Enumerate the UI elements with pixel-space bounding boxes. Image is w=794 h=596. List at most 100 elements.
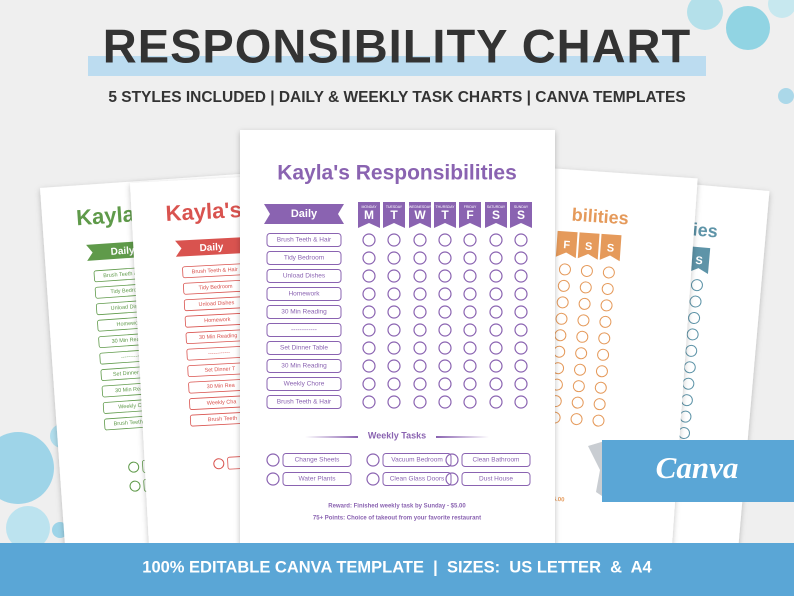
- checkbox: [575, 347, 588, 360]
- checkbox: [129, 480, 141, 492]
- checkbox: [362, 287, 376, 301]
- label: S: [585, 241, 593, 253]
- label: ------------: [121, 353, 144, 361]
- label: S: [695, 255, 703, 268]
- label: 30 Min Reading: [115, 386, 154, 395]
- label: F: [563, 239, 571, 251]
- task-box: [382, 472, 452, 486]
- checkbox: [362, 395, 376, 409]
- checkbox: [489, 359, 503, 373]
- label: ------------: [208, 350, 230, 357]
- checkbox: [213, 458, 225, 470]
- label: Brush Teeth & Hair: [277, 237, 332, 244]
- checkbox: [413, 359, 427, 373]
- checkbox: [413, 251, 427, 265]
- checkbox: [577, 314, 590, 327]
- checkbox: [463, 251, 477, 265]
- label: FRIDAY: [464, 205, 477, 209]
- label: Clean Glass Doors: [390, 476, 445, 483]
- checkbox: [387, 305, 401, 319]
- label: Kayla's Responsibilities: [277, 162, 517, 185]
- day-flag: [383, 202, 405, 228]
- label: Kayla: [75, 201, 136, 230]
- checkbox: [362, 233, 376, 247]
- checkbox: [601, 282, 614, 295]
- task-box: [282, 472, 352, 486]
- checkbox: [489, 323, 503, 337]
- day-flag: [358, 202, 380, 228]
- checkbox: [463, 323, 477, 337]
- checkbox: [463, 395, 477, 409]
- footer-band: [0, 543, 794, 596]
- label: S: [517, 208, 525, 222]
- label: Weekly Chore: [118, 402, 153, 410]
- label: Homework: [288, 291, 320, 298]
- label: 30 Min Reading: [199, 333, 238, 341]
- checkbox: [438, 377, 452, 391]
- label: Homework: [116, 320, 143, 328]
- checkbox: [438, 251, 452, 265]
- checkbox: [387, 377, 401, 391]
- label: S: [606, 242, 614, 254]
- task-box: [266, 377, 342, 391]
- decor-bubble: [0, 432, 54, 504]
- label: SUNDAY: [514, 205, 529, 209]
- checkbox: [514, 341, 528, 355]
- checkbox: [128, 461, 140, 473]
- checkbox: [514, 269, 528, 283]
- checkbox: [438, 287, 452, 301]
- checkbox: [362, 377, 376, 391]
- task-box: [282, 453, 352, 467]
- label: Unload Dishes: [110, 303, 146, 311]
- checkbox: [413, 323, 427, 337]
- checkbox: [571, 396, 584, 409]
- checkbox: [438, 359, 452, 373]
- checkbox: [438, 305, 452, 319]
- task-box: [266, 287, 342, 301]
- divider: [305, 436, 358, 438]
- label: Weekly Cha: [207, 399, 238, 407]
- checkbox: [579, 281, 592, 294]
- checkbox: [690, 279, 703, 292]
- label: Brush Teeth & Hair: [277, 399, 332, 406]
- checkbox: [489, 287, 503, 301]
- checkbox: [595, 365, 608, 378]
- checkbox: [438, 341, 452, 355]
- badge-text: Canva: [656, 450, 739, 485]
- checkbox: [576, 330, 589, 343]
- divider: [436, 436, 489, 438]
- checkbox: [686, 328, 699, 341]
- label: THURSDAY: [436, 205, 456, 209]
- checkbox: [413, 269, 427, 283]
- label: M: [364, 208, 374, 222]
- day-flag: [409, 202, 431, 228]
- checkbox: [556, 296, 569, 309]
- label: Clean Bathroom: [473, 457, 520, 464]
- label: Tidy Bedroom: [284, 255, 324, 262]
- checkbox: [463, 287, 477, 301]
- checkbox: [438, 269, 452, 283]
- title: RESPONSIBILITY CHART: [103, 19, 691, 72]
- checkbox: [514, 233, 528, 247]
- label: SATURDAY: [487, 205, 506, 209]
- task-box: [266, 233, 342, 247]
- checkbox: [266, 472, 280, 486]
- checkbox: [387, 233, 401, 247]
- label: Weekly Chore: [284, 381, 325, 388]
- task-box: [266, 395, 342, 409]
- label: bilities: [571, 205, 629, 229]
- task-box: [266, 269, 342, 283]
- checkbox: [599, 315, 612, 328]
- label: Unload Dishes: [283, 273, 326, 280]
- checkbox: [362, 359, 376, 373]
- label: T: [390, 208, 398, 222]
- task-box: [266, 251, 342, 265]
- checkbox: [413, 287, 427, 301]
- label: Brush Teeth & Hair: [113, 418, 160, 427]
- checkbox: [413, 305, 427, 319]
- label: Brush Teeth & Hair: [103, 270, 150, 279]
- label: $5.00: [549, 496, 565, 503]
- checkbox: [366, 472, 380, 486]
